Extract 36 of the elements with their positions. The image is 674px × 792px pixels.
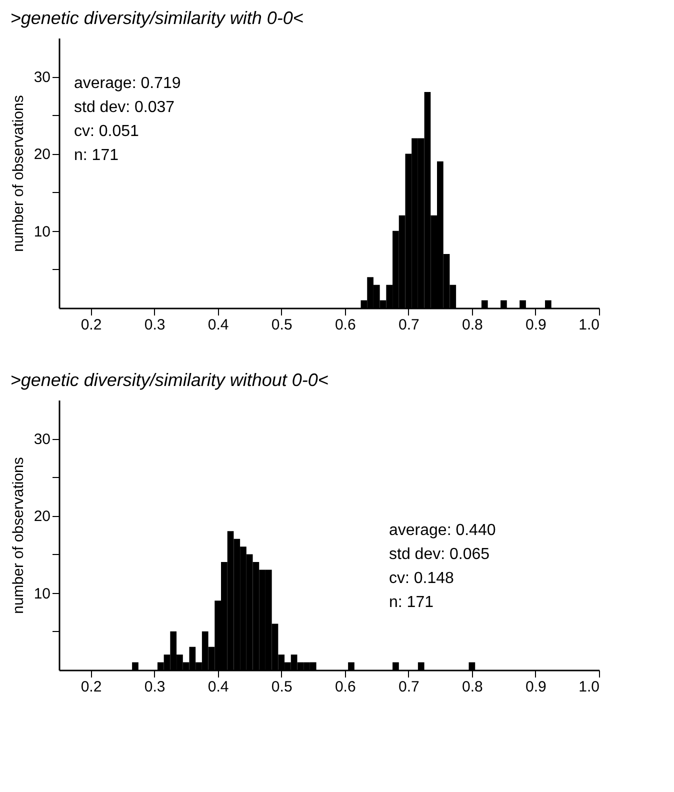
annotation: n: 171	[389, 594, 434, 611]
y-tick-label: 30	[34, 69, 50, 86]
y-tick-label: 30	[34, 431, 50, 448]
x-tick-label: 0.8	[462, 316, 483, 334]
annotation: average: 0.440	[389, 522, 496, 539]
x-tick-label: 0.7	[398, 316, 420, 334]
chart-title: >genetic diversity/similarity without 0-0<	[10, 370, 328, 390]
x-tick-label: 0.7	[398, 678, 420, 696]
x-tick-label: 0.3	[144, 316, 166, 334]
x-tick-label: 0.9	[526, 316, 546, 334]
x-tick-label: 0.6	[334, 316, 356, 334]
annotation: average: 0.719	[74, 75, 181, 92]
x-tick-label: 0.5	[271, 678, 292, 696]
x-tick-label: 1.0	[578, 678, 600, 696]
x-tick-label: 1.0	[578, 316, 600, 334]
annotation: std dev: 0.037	[74, 99, 175, 116]
y-axis-title: number of observations	[10, 457, 27, 614]
annotation: cv: 0.148	[389, 570, 454, 587]
x-tick-label: 0.2	[80, 678, 102, 696]
x-tick-label: 0.3	[144, 678, 166, 696]
y-axis-title: number of observations	[10, 95, 27, 252]
x-tick-label: 0.9	[526, 678, 546, 696]
annotation: std dev: 0.065	[389, 546, 490, 563]
x-tick-label: 0.4	[208, 316, 229, 334]
chart-title: >genetic diversity/similarity with 0-0<	[10, 8, 304, 28]
annotation: n: 171	[74, 147, 119, 164]
x-tick-label: 0.2	[80, 316, 102, 334]
x-tick-label: 0.4	[208, 678, 229, 696]
x-tick-label: 0.5	[271, 316, 292, 334]
x-tick-label: 0.8	[462, 678, 483, 696]
x-tick-label: 0.6	[334, 678, 356, 696]
y-tick-label: 20	[34, 508, 50, 526]
y-tick-label: 10	[34, 223, 50, 240]
annotation: cv: 0.051	[74, 123, 140, 140]
y-tick-label: 20	[34, 146, 50, 164]
y-tick-label: 10	[34, 585, 50, 602]
